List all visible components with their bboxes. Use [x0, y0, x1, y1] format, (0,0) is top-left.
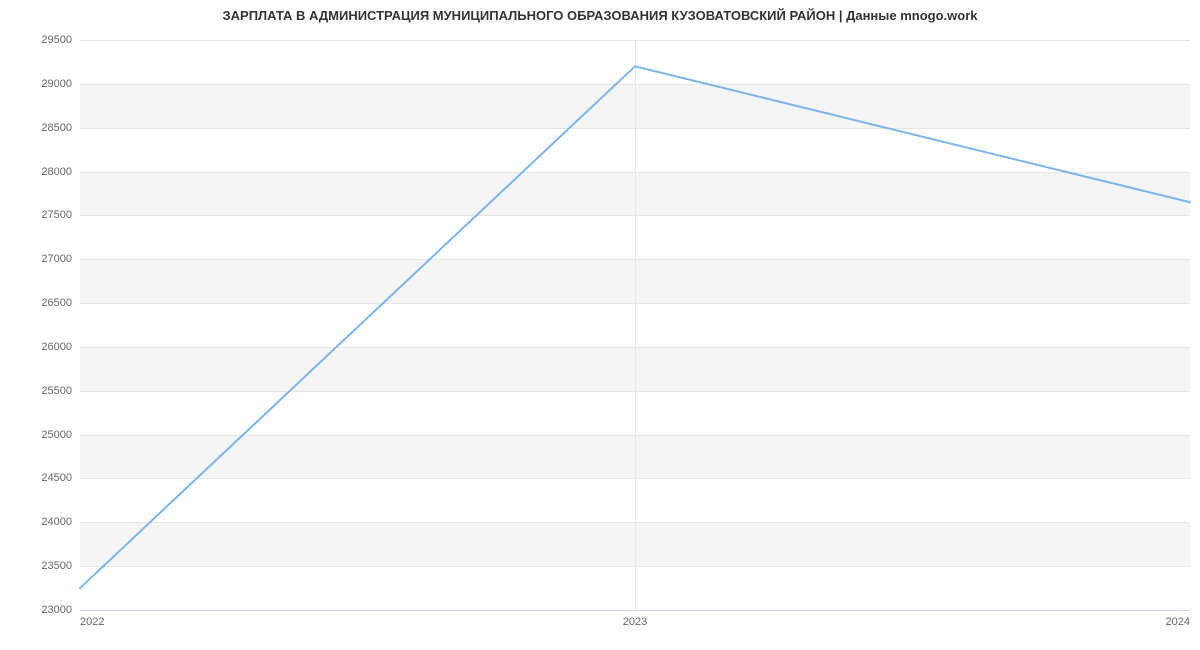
y-tick-label: 29500	[41, 34, 72, 46]
y-tick-label: 27500	[41, 209, 72, 221]
y-tick-label: 28000	[41, 166, 72, 178]
y-tick-label: 24000	[41, 516, 72, 528]
y-tick-label: 27000	[41, 253, 72, 265]
chart-title: ЗАРПЛАТА В АДМИНИСТРАЦИЯ МУНИЦИПАЛЬНОГО …	[0, 8, 1200, 23]
y-tick-label: 25000	[41, 429, 72, 441]
x-tick-label: 2024	[1166, 616, 1190, 628]
y-tick-label: 23500	[41, 560, 72, 572]
y-tick-label: 25500	[41, 385, 72, 397]
y-tick-label: 29000	[41, 78, 72, 90]
y-tick-label: 26500	[41, 297, 72, 309]
y-tick-label: 26000	[41, 341, 72, 353]
series-line	[80, 40, 1190, 610]
salary-line-chart: ЗАРПЛАТА В АДМИНИСТРАЦИЯ МУНИЦИПАЛЬНОГО …	[0, 0, 1200, 650]
y-tick-label: 28500	[41, 122, 72, 134]
plot-area: 2300023500240002450025000255002600026500…	[80, 40, 1190, 610]
y-tick-label: 23000	[41, 604, 72, 616]
x-tick-label: 2022	[80, 616, 104, 628]
x-tick-label: 2023	[623, 616, 647, 628]
x-axis-line	[80, 610, 1190, 611]
y-tick-label: 24500	[41, 472, 72, 484]
